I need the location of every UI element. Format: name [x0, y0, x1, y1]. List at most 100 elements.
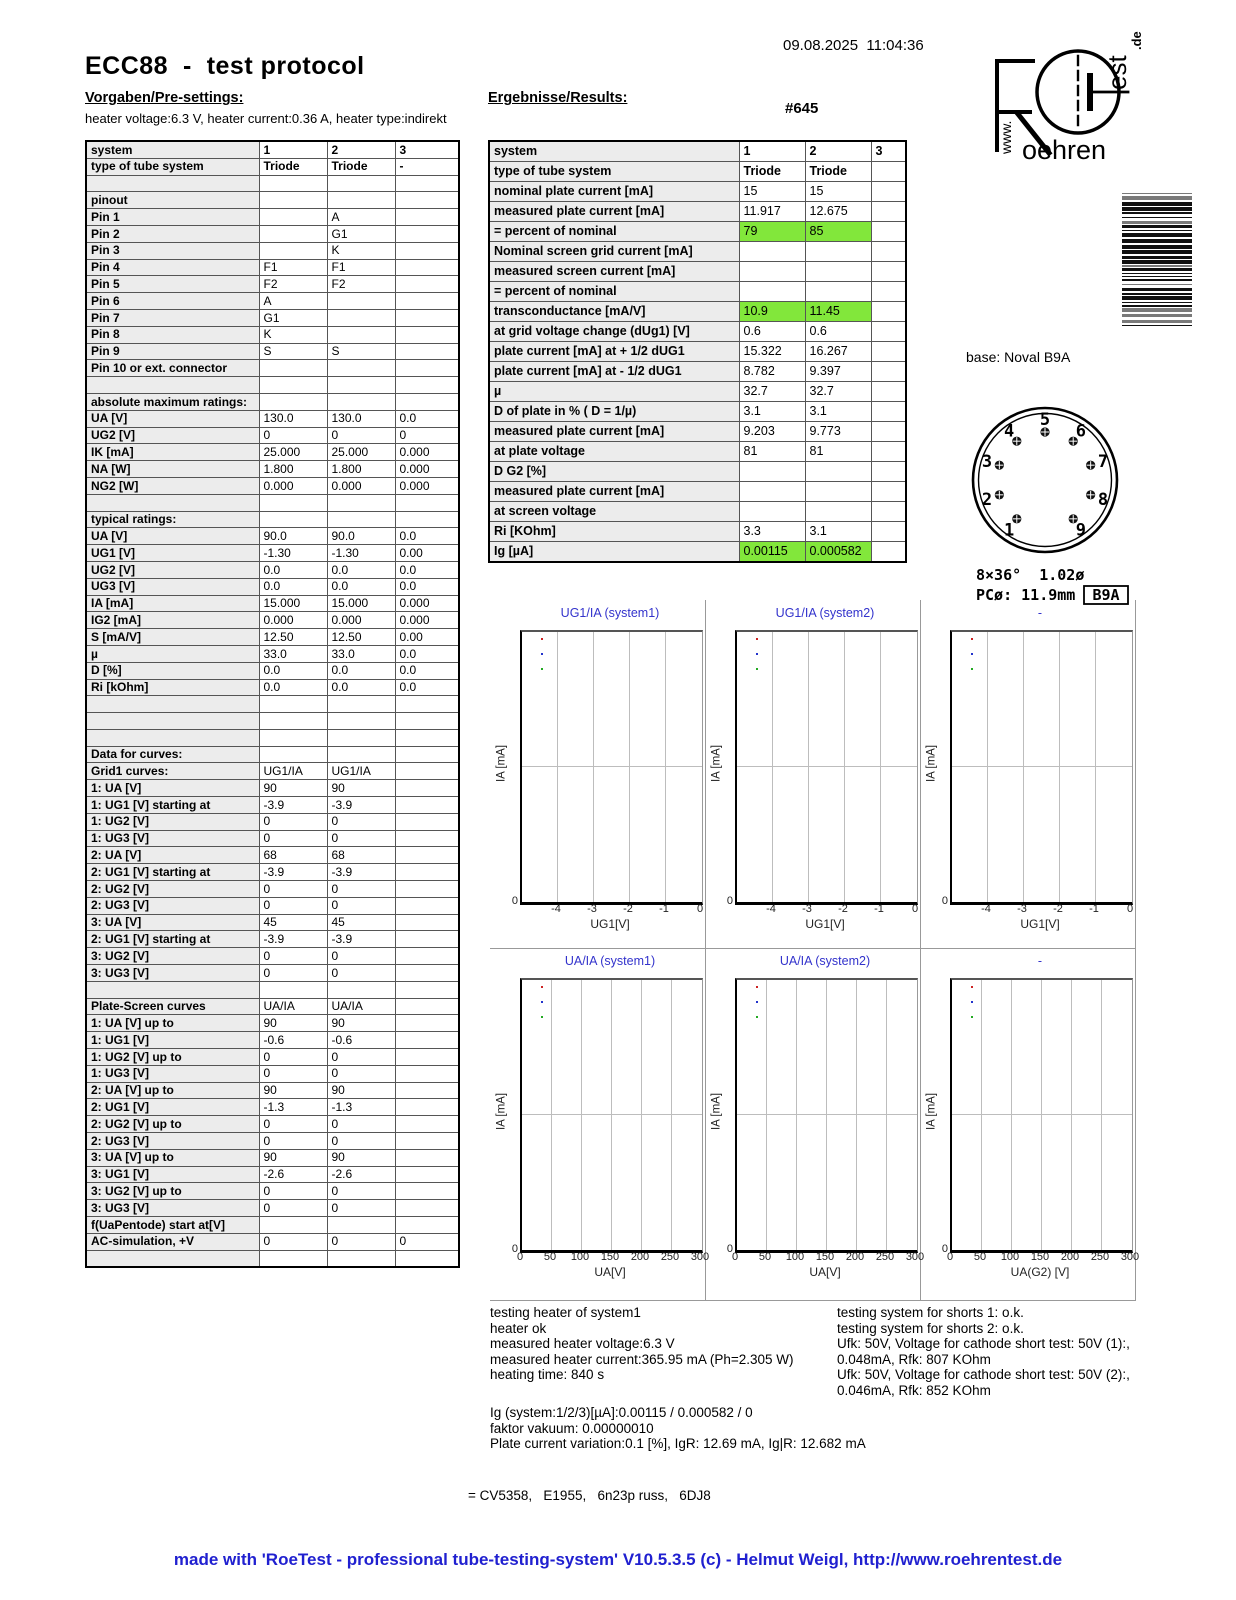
x-tick-label: 150 [815, 1251, 835, 1263]
note-line: faktor vakuum: 0.00000010 [490, 1420, 654, 1436]
table-row: Pin 2 G1 [85, 224, 460, 243]
barcode-stripe [1122, 293, 1192, 295]
value-cell: 16.267 [804, 341, 872, 362]
chart-x-axis-label: UG1[V] [1020, 917, 1060, 931]
value-cell [258, 191, 328, 210]
table-row: absolute maximum ratings: [85, 392, 460, 411]
value-cell [394, 191, 460, 210]
chart-title: UG1/IA (system1) [560, 606, 660, 620]
barcode-stripe [1122, 273, 1192, 274]
value-cell: 0 [326, 896, 396, 915]
table-row: 1: UG1 [V] starting at -3.9 -3.9 [85, 796, 460, 814]
value-cell [394, 1031, 460, 1050]
barcode-stripe [1122, 256, 1192, 259]
value-cell: 0.000 [258, 476, 328, 495]
value-cell: 0 [326, 1132, 396, 1150]
row-label-cell: 3: UG1 [V] [85, 1165, 260, 1184]
value-cell [870, 241, 907, 262]
value-cell: -2.6 [326, 1165, 396, 1184]
value-cell [394, 779, 460, 798]
row-label-cell [85, 712, 260, 730]
value-cell: -1.30 [258, 544, 328, 562]
note-line: heater ok [490, 1320, 547, 1336]
value-cell [394, 1165, 460, 1184]
footer-credit: made with 'RoeTest - professional tube-t… [173, 1550, 1063, 1569]
row-label-cell: UG2 [V] [85, 560, 260, 579]
value-cell [870, 261, 907, 282]
note-line: testing system for shorts 2: o.k. [837, 1320, 1024, 1336]
row-label-cell: 3: UA [V] [85, 913, 260, 932]
logo-oehren-text: oehren [1022, 135, 1106, 165]
barcode-stripe [1122, 288, 1192, 291]
table-row: µ 32.7 32.7 [488, 381, 907, 402]
value-cell [738, 261, 806, 282]
value-cell: 0 [258, 964, 328, 982]
gridline [796, 980, 797, 1250]
value-cell: 0 [258, 812, 328, 831]
value-cell: 0 [258, 1132, 328, 1150]
value-cell: 0 [326, 947, 396, 966]
x-tick-label: 150 [600, 1251, 620, 1263]
value-cell: 0 [326, 1048, 396, 1066]
table-row: transconductance [mA/V] 10.9 11.45 [488, 301, 907, 322]
row-label-cell: Pin 5 [85, 275, 260, 294]
value-cell: 0 [258, 1115, 328, 1134]
value-cell [326, 980, 396, 999]
value-cell [394, 695, 460, 714]
value-cell [326, 191, 396, 210]
table-row: type of tube system Triode Triode [488, 161, 907, 182]
zero-gridline [952, 766, 1132, 767]
table-row: Plate-Screen curves UA/IA UA/IA [85, 997, 460, 1016]
value-cell: Triode [738, 161, 806, 182]
value-cell [870, 381, 907, 402]
table-row: measured plate current [mA] [488, 481, 907, 502]
value-cell: 0 [258, 1064, 328, 1083]
value-cell: 0.00 [394, 544, 460, 562]
value-cell: 15.322 [738, 341, 806, 362]
table-row: µ 33.0 33.0 0.0 [85, 644, 460, 663]
value-cell: 1 [738, 140, 806, 162]
row-label-cell: type of tube system [85, 157, 260, 176]
row-label-cell: UA [V] [85, 527, 260, 546]
chart-ug1-ia-empty: - IA [mA] 0 -4 -3 -2 -1 0 UG1[V] [920, 600, 1136, 949]
row-label-cell: pinout [85, 191, 260, 210]
legend-marker-dot [971, 653, 973, 655]
x-tick-label: 100 [785, 1251, 805, 1263]
value-cell: K [258, 325, 328, 344]
legend-marker-dot [541, 638, 543, 640]
note-line: measured heater voltage:6.3 V [490, 1336, 675, 1352]
barcode-stripe [1122, 284, 1192, 285]
legend-marker-dot [541, 1016, 543, 1018]
chart-y-zero-tick: 0 [941, 1243, 948, 1255]
value-cell: 0.0 [394, 644, 460, 663]
note-line: Ufk: 50V, Voltage for cathode short test… [837, 1336, 1130, 1352]
table-row: 2: UG1 [V] starting at -3.9 -3.9 [85, 930, 460, 949]
value-cell: 33.0 [258, 644, 328, 663]
row-label-cell: 3: UA [V] up to [85, 1148, 260, 1167]
value-cell [394, 880, 460, 898]
value-cell: -1.3 [326, 1098, 396, 1117]
table-row: at plate voltage 81 81 [488, 441, 907, 462]
row-label-cell: Pin 10 or ext. connector [85, 359, 260, 378]
socket-pin-number: 1 [1004, 520, 1014, 540]
value-cell: UG1/IA [258, 762, 328, 781]
row-label-cell: 1: UG1 [V] starting at [85, 796, 260, 814]
socket-diagram: 12 34 5 67 89 8×36° 1.02ø PCø: 11.9mm B9A [971, 406, 1129, 605]
x-tick-label: 300 [690, 1251, 710, 1263]
value-cell [870, 301, 907, 322]
value-cell [394, 510, 460, 529]
value-cell: -3.9 [258, 930, 328, 949]
value-cell: 0 [258, 947, 328, 966]
value-cell: 0 [258, 880, 328, 898]
value-cell [394, 1132, 460, 1150]
gridline [1059, 632, 1060, 902]
value-cell [804, 481, 872, 502]
value-cell: 0.0 [394, 678, 460, 697]
row-label-cell: system [85, 140, 260, 159]
row-label-cell: Plate-Screen curves [85, 997, 260, 1016]
table-row: at screen voltage [488, 501, 907, 522]
table-row: system 1 2 3 [488, 140, 907, 162]
table-row: Nominal screen grid current [mA] [488, 241, 907, 262]
logo-r-leg [1014, 110, 1053, 157]
value-cell: Triode [804, 161, 872, 182]
